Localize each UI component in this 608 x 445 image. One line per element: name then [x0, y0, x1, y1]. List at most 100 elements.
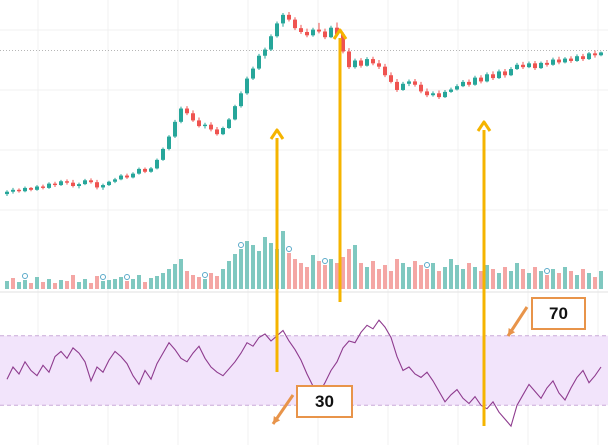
volume-bar	[365, 267, 369, 289]
volume-bar	[539, 271, 543, 289]
price-panel	[0, 12, 608, 196]
arrow-dip-1-head	[269, 128, 285, 140]
candle-body	[359, 60, 363, 66]
volume-bar	[203, 279, 207, 289]
volume-bar	[161, 273, 165, 289]
candle-body	[533, 63, 537, 69]
volume-bar	[305, 267, 309, 289]
candle-body	[593, 53, 597, 56]
candle-body	[431, 93, 435, 96]
candle-body	[467, 81, 471, 85]
candle-body	[545, 62, 549, 65]
volume-bar	[47, 279, 51, 289]
volume-bar	[113, 279, 117, 289]
candle-body	[413, 81, 417, 85]
volume-bar	[299, 263, 303, 289]
volume-bar	[449, 259, 453, 289]
volume-bar	[17, 282, 21, 289]
candle-body	[137, 168, 141, 174]
volume-bar	[335, 263, 339, 289]
volume-bar	[545, 275, 549, 289]
volume-bar	[89, 283, 93, 289]
candle-body	[113, 179, 117, 182]
pointer-30-head	[273, 416, 281, 424]
candle-body	[389, 75, 393, 82]
volume-bar	[95, 276, 99, 289]
volume-bar	[353, 245, 357, 289]
candle-body	[383, 66, 387, 76]
candle-body	[563, 58, 567, 63]
candle-body	[221, 128, 225, 135]
candle-body	[35, 186, 39, 190]
rsi-oversold-label: 30	[296, 385, 353, 418]
volume-bar	[221, 269, 225, 289]
candle-body	[437, 93, 441, 98]
volume-bar	[59, 280, 63, 289]
volume-bar	[53, 283, 57, 289]
candle-body	[557, 59, 561, 63]
volume-bar	[119, 277, 123, 289]
candle-body	[209, 124, 213, 130]
candle-body	[323, 31, 327, 38]
candle-body	[107, 181, 111, 186]
candle-body	[443, 91, 447, 98]
volume-bar	[575, 275, 579, 289]
volume-bar	[317, 261, 321, 289]
volume-bar	[71, 275, 75, 289]
candle-body	[131, 173, 135, 178]
volume-bar	[173, 264, 177, 289]
candle-body	[293, 19, 297, 29]
volume-marker	[544, 268, 550, 274]
volume-bar	[185, 271, 189, 289]
volume-bar	[431, 263, 435, 289]
candle-body	[47, 183, 51, 188]
volume-bar	[359, 263, 363, 289]
candle-body	[353, 60, 357, 68]
candle-body	[521, 64, 525, 68]
volume-bar	[251, 245, 255, 289]
volume-bar	[341, 257, 345, 289]
volume-bar	[425, 269, 429, 289]
candle-body	[269, 36, 273, 50]
candle-body	[587, 53, 591, 60]
candle-body	[95, 182, 99, 188]
candle-body	[167, 136, 171, 149]
candle-body	[275, 23, 279, 37]
volume-marker	[22, 273, 28, 279]
candle-body	[23, 187, 27, 192]
volume-bar	[155, 276, 159, 289]
volume-bar	[239, 249, 243, 289]
volume-bar	[107, 280, 111, 289]
candle-body	[461, 81, 465, 87]
candle-body	[215, 129, 219, 135]
volume-bar	[11, 278, 15, 289]
volume-bar	[137, 275, 141, 289]
volume-bar	[323, 265, 327, 289]
candle-body	[569, 58, 573, 61]
candle-body	[161, 148, 165, 160]
candle-body	[581, 56, 585, 60]
volume-bar	[197, 277, 201, 289]
volume-bar	[371, 261, 375, 289]
volume-bar	[263, 237, 267, 289]
candle-body	[245, 78, 249, 94]
candle-body	[263, 49, 267, 56]
volume-bar	[329, 259, 333, 289]
volume-bar	[41, 282, 45, 289]
volume-bar	[149, 278, 153, 289]
volume-bar	[287, 253, 291, 289]
volume-bar	[419, 265, 423, 289]
candle-body	[371, 59, 375, 64]
volume-bar	[143, 282, 147, 289]
volume-bar	[503, 267, 507, 289]
volume-bar	[401, 263, 405, 289]
candle-body	[149, 168, 153, 172]
volume-bar	[311, 255, 315, 289]
candle-body	[281, 14, 285, 24]
volume-bar	[533, 267, 537, 289]
candle-body	[287, 14, 291, 20]
candle-body	[473, 77, 477, 85]
volume-bar	[587, 273, 591, 289]
volume-bar	[179, 259, 183, 289]
